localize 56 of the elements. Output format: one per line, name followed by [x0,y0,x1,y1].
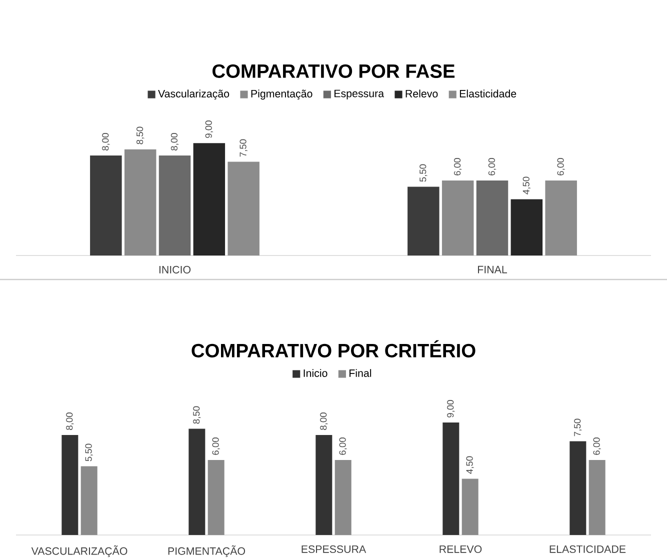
x-tick-label: RELEVO [440,545,482,553]
bar [442,180,474,256]
chart-title: COMPARATIVO POR FASE [212,64,455,78]
bar [476,180,508,256]
data-label: 6,00 [557,158,565,176]
data-label: 4,50 [466,456,474,474]
bar [588,460,606,535]
bar [228,162,260,256]
data-label: 7,50 [240,139,248,157]
chart-title: COMPARATIVO POR CRITÉRIO [192,340,476,358]
bar [124,149,156,256]
bar [80,466,98,535]
data-label: 8,50 [193,406,201,424]
bar [442,422,460,535]
legend-label: Inicio [304,369,328,377]
legend-label: Vascularização [158,90,230,100]
data-label: 6,00 [488,158,496,176]
bar [462,478,478,535]
data-label: 9,00 [205,120,214,138]
data-label: 9,00 [447,400,455,418]
data-label: 6,00 [593,438,601,455]
bar [570,441,586,535]
bar [193,143,226,256]
legend-label: Pigmentação [251,90,312,100]
data-label: 5,50 [420,164,428,182]
data-label: 8,00 [66,412,74,430]
bar [408,186,440,256]
x-tick-label: PIGMENTAÇÃO [168,545,246,558]
x-tick-label: FINAL [478,266,508,274]
bar [188,428,206,535]
bar [316,435,332,535]
legend-label: Espessura [334,90,384,100]
bar [62,435,78,535]
data-label: 8,50 [136,126,144,144]
x-tick-label: ESPESSURA [302,545,366,553]
x-tick-label: ELASTICIDADE [550,545,626,553]
x-tick-label: VASCULARIZAÇÃO [31,545,128,558]
data-label: 7,50 [574,418,582,436]
data-label: 6,00 [339,438,347,455]
legend-label: Final [350,369,372,377]
data-label: 5,50 [85,444,93,462]
x-tick-label: INICIO [159,266,191,274]
data-label: 6,00 [212,438,220,455]
bar [510,199,543,256]
bar [90,156,122,256]
data-label: 4,50 [522,176,531,194]
bar [158,156,191,256]
bar [545,180,577,256]
legend-label: Elasticidade [460,90,516,98]
data-label: 8,00 [320,412,328,430]
data-label: 8,00 [102,133,110,150]
legend-label: Relevo [406,90,438,98]
data-label: 8,00 [170,133,179,150]
bar [208,460,224,535]
bar [334,460,352,535]
data-label: 6,00 [454,158,462,176]
